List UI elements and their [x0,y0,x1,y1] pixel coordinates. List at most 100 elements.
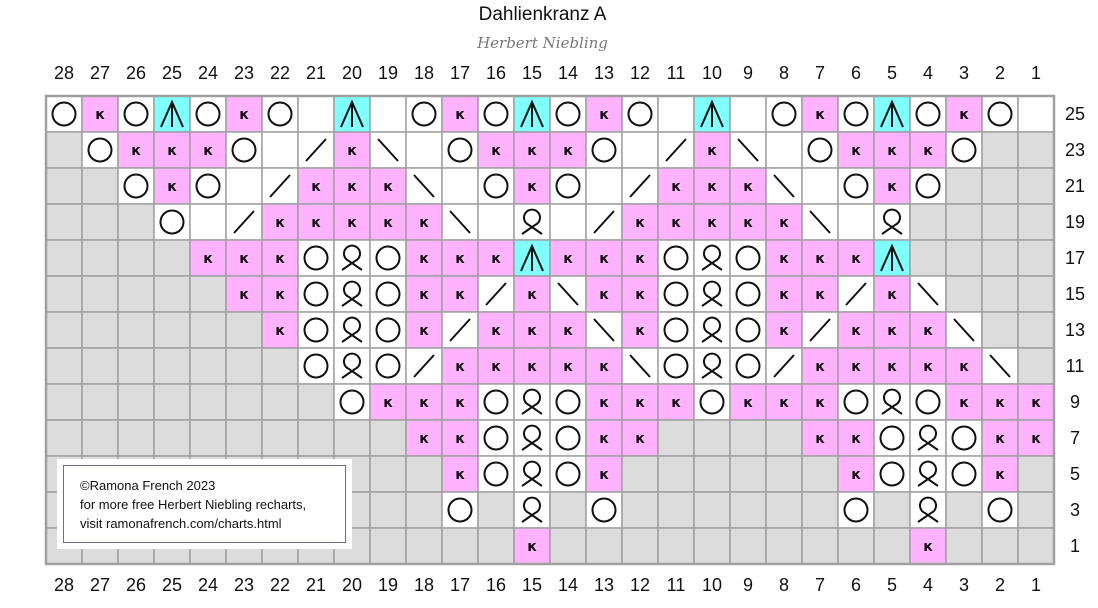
double-decrease-icon [700,99,724,128]
column-number: 20 [342,575,362,595]
column-number: 12 [630,575,650,595]
chart-title: Dahlienkranz A [478,4,607,25]
stitch-cell-yarn-over [297,239,335,277]
stitch-cell-no-stitch [81,203,119,241]
column-number: 1 [1031,575,1041,595]
stitch-cell-knit: к [801,383,839,421]
stitch-cell-knit: к [441,383,479,421]
stitch-cell-no-stitch [405,527,443,565]
knit-icon: к [563,143,573,159]
stitch-cell-knit: к [873,347,911,385]
stitch-cell-twisted-stitch [513,491,551,529]
stitch-cell-twisted-stitch [333,239,371,277]
stitch-cell-twisted-stitch [693,347,731,385]
knit-icon: к [599,287,609,303]
column-number: 15 [522,575,542,595]
knit-icon: к [527,539,537,555]
knit-icon: к [887,359,897,375]
stitch-cell-knit: к [801,419,839,457]
stitch-cell-yarn-over [657,275,695,313]
stitch-cell-no-stitch [1017,455,1055,493]
stitch-cell-ssk [801,203,839,241]
knit-icon: к [995,467,1005,483]
stitch-cell-no-stitch [1017,131,1055,169]
stitch-cell-knit: к [909,131,947,169]
stitch-cell-double-decrease [513,95,551,133]
knit-icon: к [815,359,825,375]
column-number: 5 [887,63,897,83]
knit-icon: к [131,143,141,159]
stitch-cell-no-stitch [297,383,335,421]
stitch-cell-empty [837,203,875,241]
column-number: 20 [342,63,362,83]
stitch-cell-no-stitch [657,527,695,565]
column-number: 21 [306,575,326,595]
yarn-over-icon [555,389,581,415]
stitch-cell-no-stitch [873,527,911,565]
stitch-cell-knit: к [657,203,695,241]
stitch-cell-ssk [585,311,623,349]
stitch-cell-no-stitch [693,419,731,457]
stitch-cell-empty [765,131,803,169]
stitch-cell-no-stitch [369,491,407,529]
stitch-cell-no-stitch [981,167,1019,205]
stitch-cell-no-stitch [729,491,767,529]
yarn-over-icon [951,461,977,487]
k2tog-icon [629,174,651,198]
knit-icon: к [671,395,681,411]
stitch-cell-ssk [945,311,983,349]
stitch-cell-knit: к [153,167,191,205]
stitch-cell-no-stitch [729,455,767,493]
knit-icon: к [455,431,465,447]
stitch-cell-ssk [729,131,767,169]
row-number: 17 [1065,248,1085,268]
stitch-cell-k2tog [621,167,659,205]
stitch-cell-knit: к [585,455,623,493]
stitch-cell-knit: к [441,275,479,313]
knit-icon: к [599,107,609,123]
stitch-cell-double-decrease [153,95,191,133]
knit-icon: к [815,251,825,267]
stitch-cell-yarn-over [693,383,731,421]
stitch-cell-yarn-over [549,455,587,493]
yarn-over-icon [915,173,941,199]
stitch-cell-knit: к [441,95,479,133]
stitch-cell-empty [477,203,515,241]
stitch-cell-no-stitch [621,527,659,565]
knit-icon: к [527,287,537,303]
stitch-cell-yarn-over [657,239,695,277]
stitch-cell-no-stitch [657,419,695,457]
ssk-icon [629,354,651,378]
stitch-cell-no-stitch [549,491,587,529]
stitch-cell-no-stitch [477,491,515,529]
ssk-icon [557,282,579,306]
knit-icon: к [239,251,249,267]
column-number: 23 [234,63,254,83]
stitch-cell-no-stitch [81,167,119,205]
stitch-cell-no-stitch [549,527,587,565]
knit-icon: к [635,287,645,303]
yarn-over-icon [951,425,977,451]
stitch-cell-knit: к [513,347,551,385]
stitch-cell-knit: к [837,455,875,493]
stitch-cell-no-stitch [45,311,83,349]
yarn-over-icon [555,461,581,487]
stitch-cell-knit: к [297,203,335,241]
stitch-cell-empty [405,131,443,169]
stitch-cell-yarn-over [909,167,947,205]
stitch-cell-no-stitch [621,491,659,529]
column-number: 13 [594,575,614,595]
stitch-cell-no-stitch [837,527,875,565]
stitch-cell-no-stitch [189,347,227,385]
copyright-url: visit ramonafrench.com/charts.html [80,516,282,531]
stitch-cell-no-stitch [117,275,155,313]
stitch-cell-yarn-over [369,275,407,313]
yarn-over-icon [591,497,617,523]
twisted-stitch-icon [521,388,543,415]
yarn-over-icon [987,101,1013,127]
yarn-over-icon [195,173,221,199]
stitch-cell-knit: к [1017,419,1055,457]
knit-icon: к [887,287,897,303]
stitch-cell-knit: к [945,95,983,133]
stitch-cell-yarn-over [981,491,1019,529]
